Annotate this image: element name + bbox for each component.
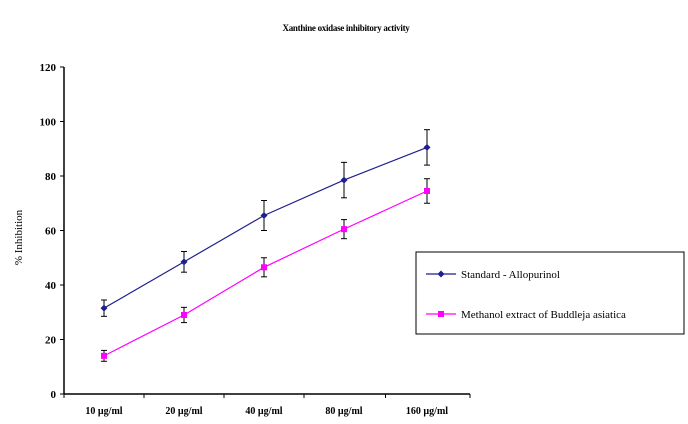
data-point (341, 226, 347, 233)
data-point (261, 264, 267, 271)
x-tick-label: 10 µg/ml (85, 406, 122, 417)
y-tick-label: 60 (45, 226, 57, 238)
legend-item-1: Standard - Allopurinol (426, 269, 560, 281)
y-tick-label: 0 (51, 389, 57, 401)
data-point (423, 143, 431, 151)
legend-marker (438, 311, 444, 317)
series-1 (100, 129, 431, 317)
x-tick-label: 160 µg/ml (406, 406, 448, 417)
y-axis-ticks: 0 20 40 60 80 100 120 (40, 62, 64, 401)
y-tick-label: 100 (40, 117, 57, 129)
y-tick-label: 120 (40, 62, 57, 74)
data-point (101, 352, 107, 359)
legend-marker (437, 270, 445, 278)
legend-box (415, 251, 685, 335)
legend: Standard - Allopurinol Methanol extract o… (415, 251, 685, 335)
data-point (100, 304, 108, 312)
data-point (181, 311, 187, 318)
data-point (180, 258, 188, 266)
legend-label: Methanol extract of Buddleja asiatica (461, 309, 626, 321)
chart-title: Xanthine oxidase inhibitory activity (283, 23, 411, 33)
data-point (260, 212, 268, 220)
x-tick-label: 20 µg/ml (165, 406, 202, 417)
y-tick-label: 80 (45, 171, 57, 183)
legend-item-2: Methanol extract of Buddleja asiatica (426, 309, 626, 321)
y-tick-label: 40 (45, 280, 57, 292)
data-point (340, 176, 348, 184)
x-tick-label: 40 µg/ml (245, 406, 282, 417)
series-group (100, 129, 431, 362)
series-line (103, 146, 428, 309)
data-point (424, 187, 430, 194)
x-tick-label: 80 µg/ml (325, 406, 362, 417)
y-axis-title: % Inhibition (13, 209, 25, 265)
series-2 (101, 178, 430, 362)
y-tick-label: 20 (45, 335, 57, 347)
x-axis-ticks: 10 µg/ml 20 µg/ml 40 µg/ml 80 µg/ml 160 µg/m… (63, 394, 471, 417)
legend-label: Standard - Allopurinol (461, 269, 560, 281)
